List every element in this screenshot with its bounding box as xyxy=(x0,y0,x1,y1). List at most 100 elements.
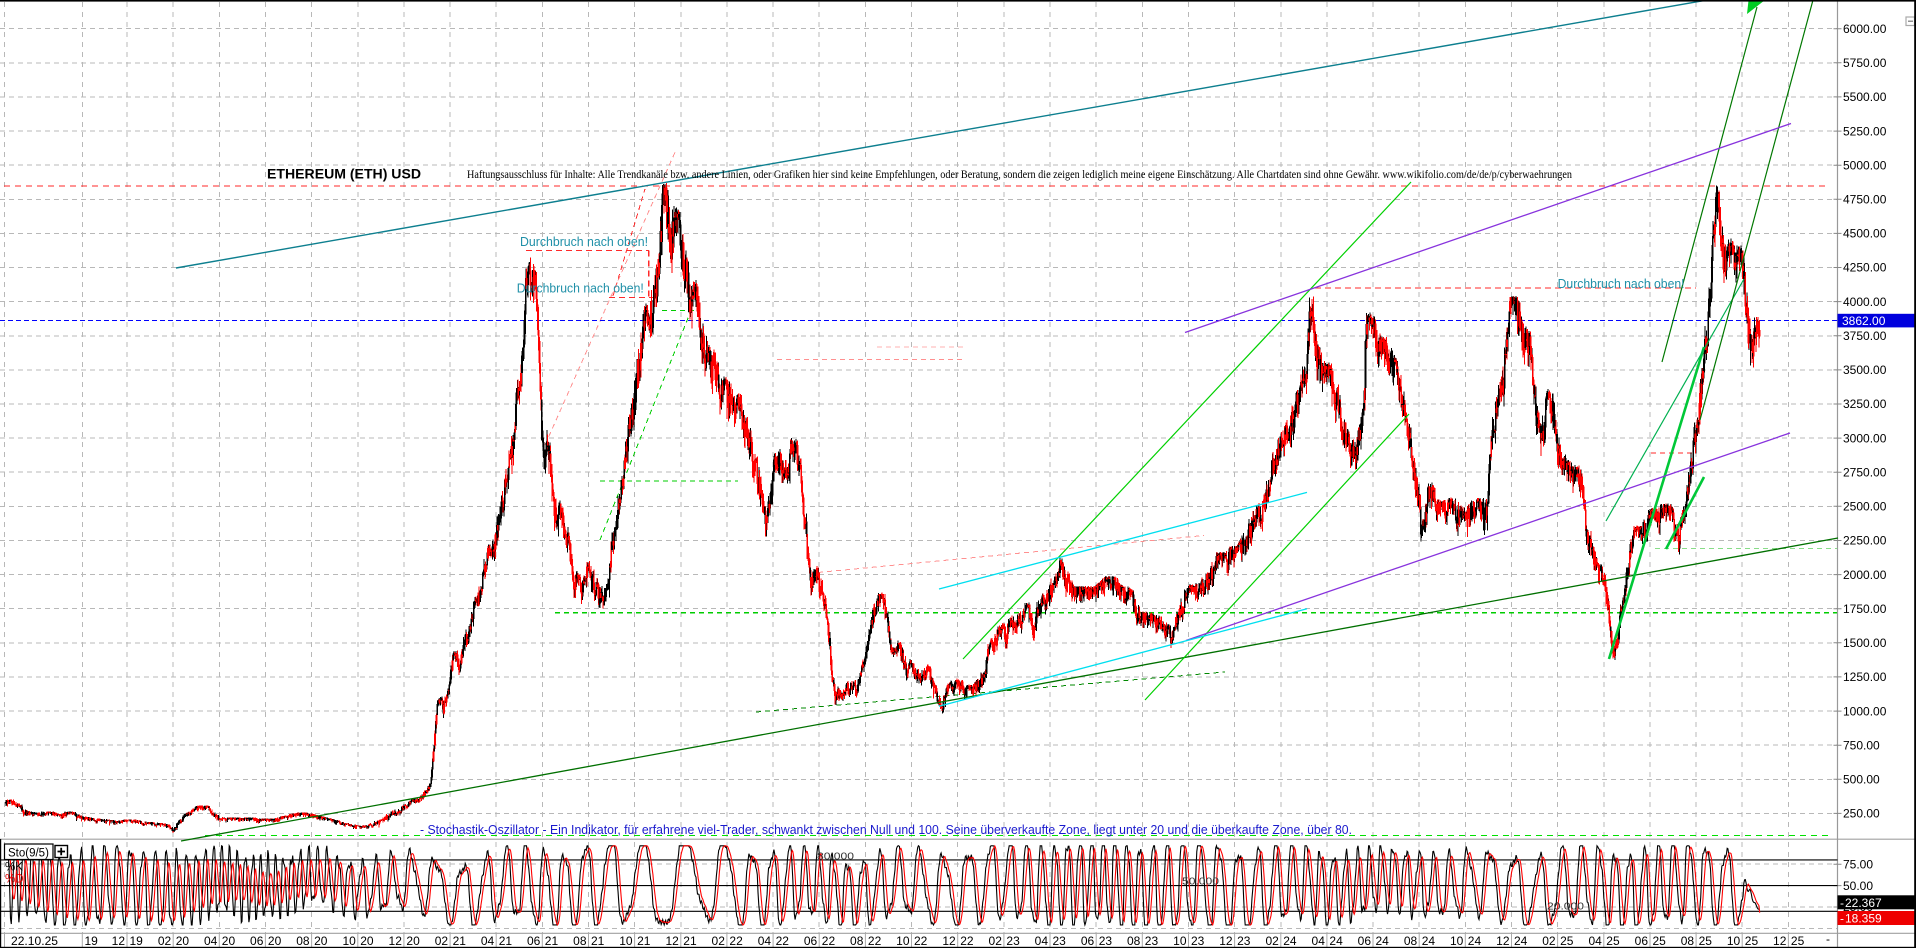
svg-text:2250.00: 2250.00 xyxy=(1843,534,1887,548)
svg-text:1500.00: 1500.00 xyxy=(1843,636,1887,650)
svg-text:-: - xyxy=(1840,896,1844,910)
svg-text:18.359: 18.359 xyxy=(1845,912,1882,926)
svg-text:22: 22 xyxy=(822,934,836,948)
svg-text:23: 23 xyxy=(1237,934,1251,948)
svg-text:250.00: 250.00 xyxy=(1843,807,1880,821)
svg-text:23: 23 xyxy=(1099,934,1113,948)
svg-text:25: 25 xyxy=(1560,934,1574,948)
svg-text:Durchbruch nach oben!: Durchbruch nach oben! xyxy=(517,281,644,296)
svg-text:04: 04 xyxy=(1035,934,1049,948)
svg-text:24: 24 xyxy=(1468,934,1482,948)
svg-text:%K: %K xyxy=(5,862,23,874)
svg-text:3862.00: 3862.00 xyxy=(1842,314,1886,328)
svg-text:12: 12 xyxy=(942,934,956,948)
svg-text:22: 22 xyxy=(729,934,743,948)
svg-text:23: 23 xyxy=(1053,934,1067,948)
svg-text:6000.00: 6000.00 xyxy=(1843,22,1887,36)
svg-text:25: 25 xyxy=(1653,934,1667,948)
svg-text:04: 04 xyxy=(1588,934,1602,948)
svg-text:19: 19 xyxy=(85,934,99,948)
svg-text:02: 02 xyxy=(1542,934,1556,948)
svg-text:02: 02 xyxy=(712,934,726,948)
svg-text:20: 20 xyxy=(222,934,236,948)
svg-text:02: 02 xyxy=(989,934,1003,948)
svg-text:1750.00: 1750.00 xyxy=(1843,602,1887,616)
svg-text:3500.00: 3500.00 xyxy=(1843,363,1887,377)
svg-text:06: 06 xyxy=(527,934,541,948)
svg-text:1250.00: 1250.00 xyxy=(1843,670,1887,684)
svg-text:21: 21 xyxy=(683,934,697,948)
svg-text:1000.00: 1000.00 xyxy=(1843,704,1887,718)
svg-text:12: 12 xyxy=(1496,934,1510,948)
svg-text:2750.00: 2750.00 xyxy=(1843,465,1887,479)
svg-text:24: 24 xyxy=(1376,934,1390,948)
svg-text:12: 12 xyxy=(112,934,126,948)
svg-text:5000.00: 5000.00 xyxy=(1843,158,1887,172)
svg-text:22: 22 xyxy=(960,934,974,948)
svg-text:25: 25 xyxy=(1791,934,1805,948)
svg-text:50.00: 50.00 xyxy=(1843,879,1873,893)
svg-text:20: 20 xyxy=(314,934,328,948)
svg-text:ETHEREUM (ETH) USD: ETHEREUM (ETH) USD xyxy=(267,167,421,182)
svg-text:08: 08 xyxy=(850,934,864,948)
svg-text:20: 20 xyxy=(406,934,420,948)
svg-text:80.000: 80.000 xyxy=(817,852,855,863)
svg-text:24: 24 xyxy=(1329,934,1343,948)
svg-text:4000.00: 4000.00 xyxy=(1843,295,1887,309)
svg-text:08: 08 xyxy=(1127,934,1141,948)
svg-text:06: 06 xyxy=(804,934,818,948)
svg-text:21: 21 xyxy=(591,934,605,948)
svg-text:04: 04 xyxy=(481,934,495,948)
svg-text:20.000: 20.000 xyxy=(1547,902,1585,913)
svg-text:06: 06 xyxy=(1635,934,1649,948)
svg-text:08: 08 xyxy=(1404,934,1418,948)
svg-text:4250.00: 4250.00 xyxy=(1843,261,1887,275)
svg-text:4750.00: 4750.00 xyxy=(1843,193,1887,207)
svg-text:500.00: 500.00 xyxy=(1843,773,1880,787)
svg-text:21: 21 xyxy=(545,934,559,948)
svg-text:20: 20 xyxy=(176,934,190,948)
svg-text:20: 20 xyxy=(268,934,282,948)
svg-text:50.000: 50.000 xyxy=(1182,877,1220,888)
svg-text:24: 24 xyxy=(1514,934,1528,948)
svg-text:3000.00: 3000.00 xyxy=(1843,431,1887,445)
svg-text:08: 08 xyxy=(1681,934,1695,948)
svg-text:20: 20 xyxy=(360,934,374,948)
svg-text:2500.00: 2500.00 xyxy=(1843,500,1887,514)
svg-text:21: 21 xyxy=(453,934,467,948)
svg-text:06: 06 xyxy=(250,934,264,948)
svg-text:06: 06 xyxy=(1358,934,1372,948)
svg-text:10: 10 xyxy=(1727,934,1741,948)
svg-text:12: 12 xyxy=(389,934,403,948)
svg-text:22: 22 xyxy=(914,934,928,948)
svg-text:5750.00: 5750.00 xyxy=(1843,56,1887,70)
svg-text:08: 08 xyxy=(573,934,587,948)
svg-text:3250.00: 3250.00 xyxy=(1843,397,1887,411)
svg-text:Haftungsausschluss für Inhalte: Haftungsausschluss für Inhalte: Alle Tre… xyxy=(467,169,1572,181)
svg-text:25: 25 xyxy=(1745,934,1759,948)
svg-text:5500.00: 5500.00 xyxy=(1843,90,1887,104)
svg-text:04: 04 xyxy=(1312,934,1326,948)
svg-text:Durchbruch nach oben!: Durchbruch nach oben! xyxy=(520,234,648,249)
svg-text:24: 24 xyxy=(1283,934,1297,948)
svg-text:24: 24 xyxy=(1422,934,1436,948)
svg-text:02: 02 xyxy=(158,934,172,948)
svg-text:%D: %D xyxy=(5,874,24,886)
svg-text:23: 23 xyxy=(1006,934,1020,948)
svg-text:12: 12 xyxy=(665,934,679,948)
svg-text:12: 12 xyxy=(1773,934,1787,948)
svg-text:10: 10 xyxy=(342,934,356,948)
svg-text:-: - xyxy=(1826,932,1830,946)
svg-text:10: 10 xyxy=(619,934,633,948)
svg-text:10: 10 xyxy=(1450,934,1464,948)
svg-text:06: 06 xyxy=(1081,934,1095,948)
svg-text:Durchbruch nach oben!: Durchbruch nach oben! xyxy=(1558,276,1685,291)
svg-text:22: 22 xyxy=(868,934,882,948)
svg-text:08: 08 xyxy=(296,934,310,948)
svg-text:750.00: 750.00 xyxy=(1843,738,1880,752)
svg-text:10: 10 xyxy=(896,934,910,948)
svg-text:Sto(9/5): Sto(9/5) xyxy=(8,848,49,860)
svg-text:25: 25 xyxy=(1606,934,1620,948)
svg-text:-: - xyxy=(1840,912,1844,926)
svg-text:02: 02 xyxy=(435,934,449,948)
